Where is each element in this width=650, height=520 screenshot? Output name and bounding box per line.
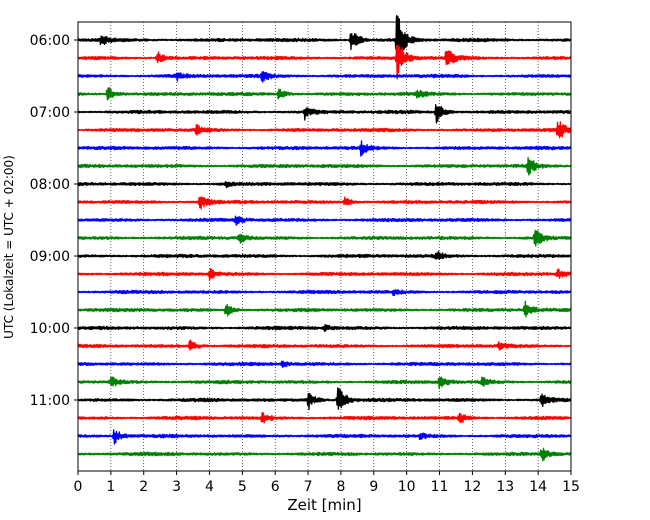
x-tick-label: 13 xyxy=(496,479,514,495)
trace-line xyxy=(77,411,572,424)
x-tick-label: 4 xyxy=(205,479,214,495)
x-tick-label: 8 xyxy=(336,479,345,495)
trace-line xyxy=(77,300,572,318)
trace-line xyxy=(77,339,572,351)
trace-line xyxy=(77,429,572,445)
trace-line xyxy=(77,71,572,83)
x-axis-ticks: 0 1 2 3 4 5 6 7 8 9 10 11 12 13 14 15 xyxy=(74,471,580,495)
trace-line xyxy=(77,360,572,368)
y-tick-label: 08:00 xyxy=(30,177,70,193)
trace-line xyxy=(77,87,572,101)
trace-line xyxy=(77,215,572,226)
seismic-traces xyxy=(77,15,572,462)
trace-line xyxy=(77,289,572,297)
x-tick-label: 6 xyxy=(271,479,280,495)
x-tick-label: 3 xyxy=(172,479,181,495)
trace-line xyxy=(77,104,572,124)
x-tick-label: 10 xyxy=(398,479,416,495)
y-tick-label: 09:00 xyxy=(30,249,70,265)
trace-line xyxy=(77,323,572,332)
y-tick-label: 10:00 xyxy=(30,321,70,337)
x-tick-label: 7 xyxy=(304,479,313,495)
x-tick-label: 9 xyxy=(369,479,378,495)
y-axis-label: UTC (Lokalzeit = UTC + 02:00) xyxy=(2,155,16,339)
x-tick-label: 15 xyxy=(562,479,580,495)
trace-line xyxy=(77,121,572,139)
y-tick-label: 06:00 xyxy=(30,33,70,49)
vertical-grid xyxy=(110,22,539,471)
trace-line xyxy=(77,180,572,189)
trace-line xyxy=(77,447,572,462)
trace-line xyxy=(77,156,572,176)
x-tick-label: 14 xyxy=(529,479,547,495)
trace-line xyxy=(77,229,572,247)
trace-line xyxy=(77,140,572,157)
trace-line xyxy=(77,268,572,282)
x-tick-label: 12 xyxy=(463,479,481,495)
x-tick-label: 1 xyxy=(106,479,115,495)
trace-line xyxy=(77,196,572,210)
trace-line xyxy=(77,15,572,68)
plot-frame xyxy=(77,21,572,472)
trace-line xyxy=(77,250,572,261)
x-tick-label: 5 xyxy=(238,479,247,495)
y-tick-label: 11:00 xyxy=(30,393,70,409)
x-tick-label: 2 xyxy=(139,479,148,495)
trace-line xyxy=(77,376,572,390)
trace-line xyxy=(77,44,572,80)
trace-line xyxy=(77,387,572,410)
y-tick-label: 07:00 xyxy=(30,105,70,121)
y-axis-ticks: 06:00 07:00 08:00 09:00 10:00 11:00 xyxy=(30,33,78,409)
x-axis-label: Zeit [min] xyxy=(287,496,361,514)
x-tick-label: 11 xyxy=(431,479,449,495)
x-tick-label: 0 xyxy=(74,479,83,495)
